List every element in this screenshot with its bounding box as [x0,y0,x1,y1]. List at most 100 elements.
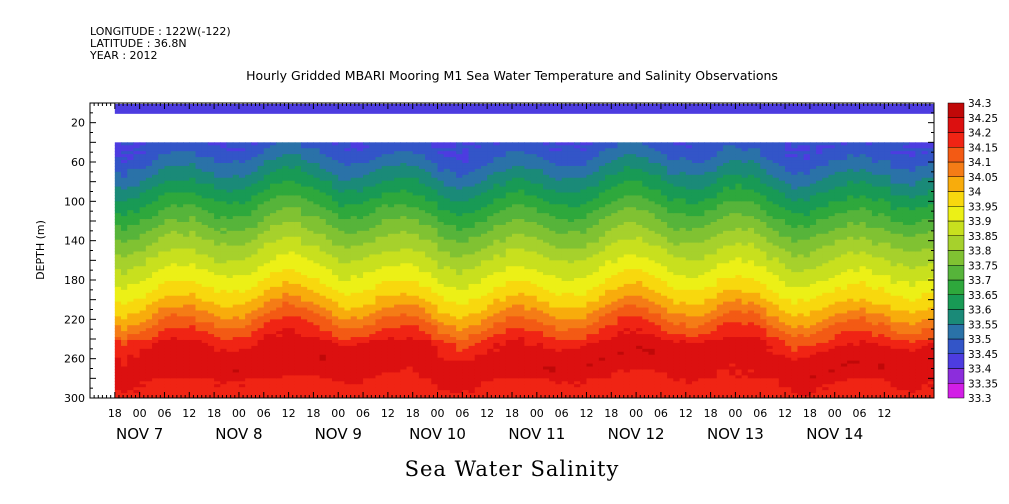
heatmap-cell [332,251,339,256]
heatmap-cell [121,245,128,250]
heatmap-cell [412,378,420,382]
heatmap-cell [350,183,358,188]
heatmap-cell [269,257,277,261]
heatmap-cell [363,363,370,368]
heatmap-cell [220,384,228,388]
heatmap-cell [121,278,128,282]
heatmap-cell [133,381,141,385]
heatmap-cell [139,219,147,223]
heatmap-cell [400,313,408,317]
heatmap-cell [257,375,265,379]
heatmap-cell [387,295,395,300]
heatmap-cell [338,393,346,397]
heatmap-cell [406,278,414,282]
heatmap-cell [369,289,377,294]
heatmap-cell [468,189,476,194]
heatmap-cell [183,280,190,285]
heatmap-cell [251,342,259,347]
heatmap-cell [462,325,470,329]
heatmap-cell [263,316,271,320]
heatmap-cell [462,348,470,353]
heatmap-cell [363,278,370,282]
heatmap-cell [176,390,184,394]
heatmap-cell [226,360,234,365]
heatmap-cell [400,283,408,288]
heatmap-cell [133,198,141,202]
heatmap-cell [425,328,432,332]
heatmap-cell [387,363,395,368]
heatmap-cell [412,254,420,258]
heatmap-cell [251,151,259,155]
heatmap-cell [301,248,308,253]
heatmap-cell [145,162,153,167]
heatmap-cell [226,298,234,303]
heatmap-cell [139,275,147,279]
heatmap-cell [332,263,339,267]
heatmap-cell [406,254,414,258]
heatmap-cell [214,151,221,155]
heatmap-cell [431,283,439,288]
heatmap-cell [238,186,246,191]
heatmap-cell [325,280,333,285]
heatmap-cell [152,186,159,191]
heatmap-cell [282,157,290,161]
heatmap-cell [195,195,203,199]
heatmap-cell [437,198,445,202]
heatmap-cell [152,230,159,235]
heatmap-cell [226,354,234,359]
heatmap-cell [462,375,470,379]
heatmap-cell [344,354,352,359]
heatmap-cell [121,310,128,315]
heatmap-cell [121,236,128,241]
heatmap-cell [276,322,283,326]
heatmap-cell [387,372,395,376]
heatmap-cell [232,286,240,291]
heatmap-cell [319,360,327,365]
heatmap-cell [152,242,159,247]
heatmap-cell [226,198,234,202]
heatmap-cell [139,366,147,371]
heatmap-cell [462,278,470,282]
heatmap-cell [158,387,166,391]
heatmap-cell [232,260,240,264]
heatmap-cell [114,230,122,235]
heatmap-cell [232,174,240,179]
heatmap-cell [363,260,370,264]
heatmap-cell [394,192,401,197]
heatmap-cell [226,165,234,170]
heatmap-cell [127,348,135,353]
heatmap-cell [170,186,178,191]
heatmap-cell [338,310,346,315]
heatmap-cell [387,310,395,315]
heatmap-cell [238,230,246,235]
heatmap-cell [418,292,426,297]
heatmap-cell [152,266,159,270]
heatmap-cell [152,351,159,356]
heatmap-cell [170,245,178,250]
heatmap-cell [121,192,128,197]
heatmap-cell [133,154,141,158]
heatmap-cell [257,148,265,152]
heatmap-cell [350,280,358,285]
heatmap-cell [189,387,197,391]
heatmap-cell [307,171,315,176]
heatmap-cell [418,145,426,149]
heatmap-cell [121,384,128,388]
heatmap-cell [226,151,234,155]
heatmap-cell [356,307,364,312]
heatmap-cell [121,207,128,211]
heatmap-cell [238,390,246,394]
heatmap-cell [437,275,445,279]
heatmap-cell [238,213,246,217]
heatmap-cell [418,168,426,173]
heatmap-cell [207,378,215,382]
heatmap-cell [375,180,383,185]
heatmap-cell [127,269,135,273]
heatmap-cell [170,337,178,341]
heatmap-cell [152,283,159,288]
heatmap-cell [313,278,321,282]
heatmap-cell [437,180,445,185]
heatmap-cell [400,236,408,241]
heatmap-cell [319,298,327,303]
heatmap-cell [152,354,159,359]
